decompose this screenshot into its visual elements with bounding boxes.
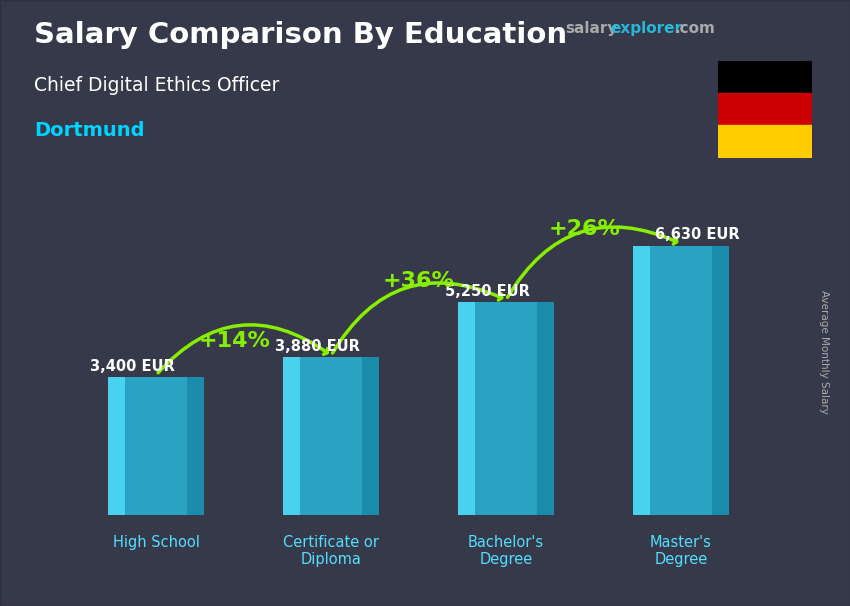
Text: +14%: +14% bbox=[199, 331, 271, 351]
Bar bbox=[458, 302, 475, 515]
Bar bbox=[362, 358, 379, 515]
Text: salary: salary bbox=[565, 21, 618, 36]
FancyBboxPatch shape bbox=[633, 245, 729, 515]
Bar bbox=[718, 61, 812, 93]
Bar bbox=[283, 358, 300, 515]
FancyBboxPatch shape bbox=[283, 358, 379, 515]
Bar bbox=[633, 245, 650, 515]
Bar bbox=[108, 377, 126, 515]
FancyBboxPatch shape bbox=[458, 302, 554, 515]
Text: +36%: +36% bbox=[382, 271, 455, 291]
FancyBboxPatch shape bbox=[108, 377, 204, 515]
Text: 3,880 EUR: 3,880 EUR bbox=[275, 339, 360, 354]
Text: Salary Comparison By Education: Salary Comparison By Education bbox=[34, 21, 567, 49]
Bar bbox=[718, 125, 812, 158]
Bar bbox=[718, 93, 812, 125]
Text: Chief Digital Ethics Officer: Chief Digital Ethics Officer bbox=[34, 76, 280, 95]
Text: 5,250 EUR: 5,250 EUR bbox=[445, 284, 530, 299]
Text: 6,630 EUR: 6,630 EUR bbox=[654, 227, 740, 242]
Text: 3,400 EUR: 3,400 EUR bbox=[90, 359, 174, 374]
Bar bbox=[711, 245, 729, 515]
Text: .com: .com bbox=[674, 21, 715, 36]
Text: Dortmund: Dortmund bbox=[34, 121, 144, 140]
Text: Average Monthly Salary: Average Monthly Salary bbox=[819, 290, 829, 413]
Text: explorer: explorer bbox=[610, 21, 683, 36]
Bar bbox=[187, 377, 204, 515]
Text: +26%: +26% bbox=[549, 219, 620, 239]
Bar bbox=[537, 302, 554, 515]
